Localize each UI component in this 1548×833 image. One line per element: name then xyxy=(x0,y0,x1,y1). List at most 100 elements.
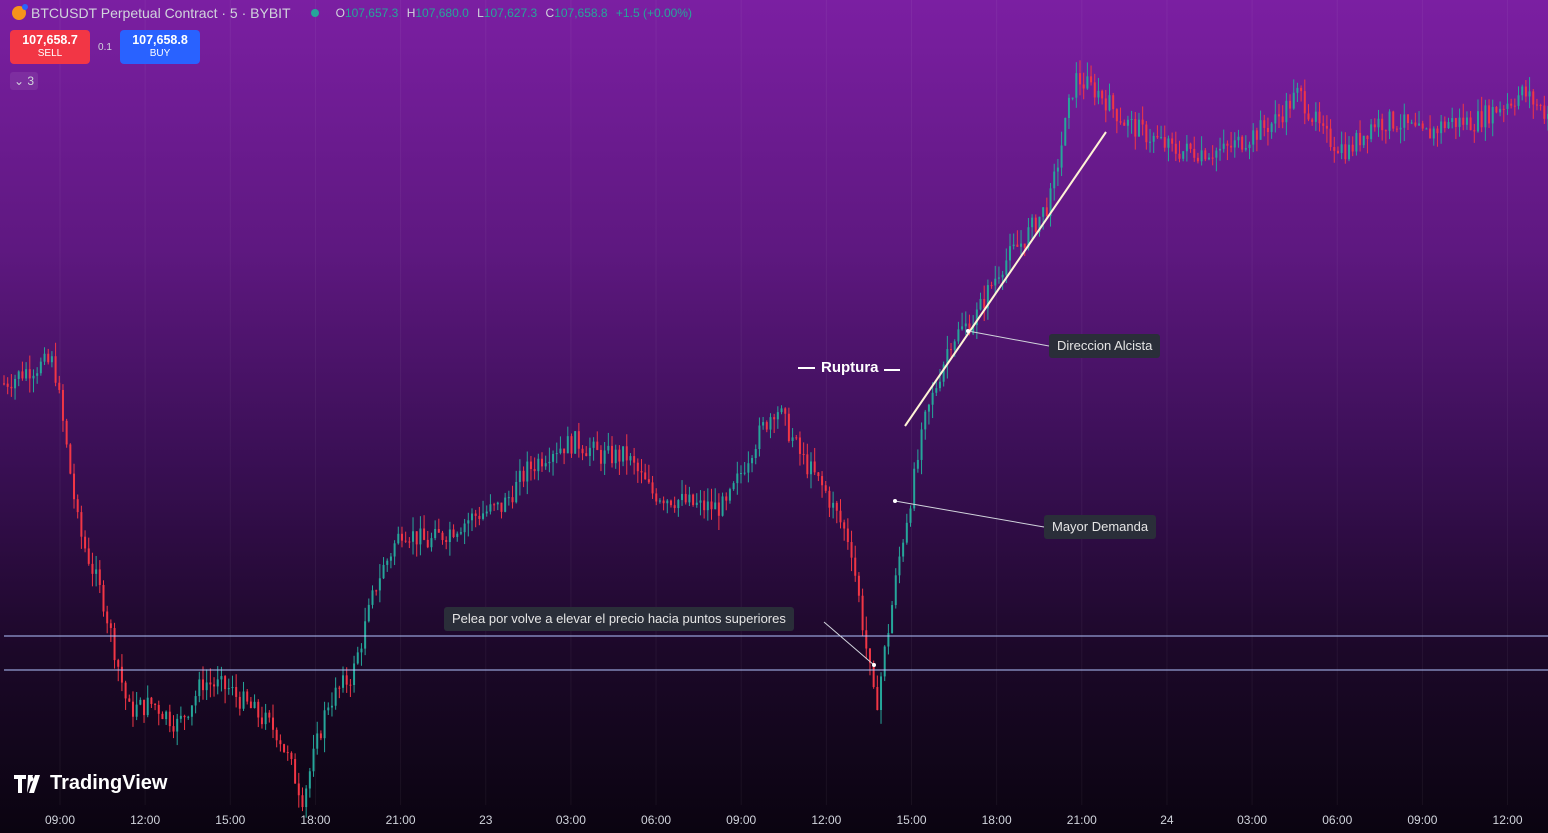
candle-body xyxy=(1119,121,1122,123)
candle-body xyxy=(957,329,960,342)
candle-body xyxy=(179,715,182,719)
candle-body xyxy=(283,744,286,753)
candle-body xyxy=(1012,244,1015,247)
candle-body xyxy=(1292,92,1295,109)
candle-body xyxy=(194,696,197,706)
candle-body xyxy=(614,449,617,464)
candle-body xyxy=(677,500,680,509)
candle-body xyxy=(290,752,293,760)
candle-body xyxy=(419,528,422,545)
candle-body xyxy=(87,548,90,564)
candle-body xyxy=(1532,91,1535,105)
candle-body xyxy=(238,696,241,709)
time-axis[interactable]: 09:00 12:00 15:00 18:00 21:00 23 03:00 06:00 09:… xyxy=(0,808,1548,833)
candle-body xyxy=(1311,119,1314,122)
candle-body xyxy=(205,682,208,691)
candle-body xyxy=(946,349,949,365)
candle-body xyxy=(139,699,142,705)
candle-body xyxy=(1303,91,1306,114)
tradingview-logo[interactable]: TradingView xyxy=(14,772,167,795)
candle-body xyxy=(1513,105,1516,107)
candle-body xyxy=(1510,103,1513,106)
trade-panel: 107,658.7 SELL 0.1 107,658.8 BUY xyxy=(10,30,200,64)
candle-body xyxy=(371,590,374,605)
candle-body xyxy=(555,453,558,455)
candle-body xyxy=(585,453,588,456)
candle-body xyxy=(990,285,993,287)
candle-body xyxy=(773,417,776,420)
candle-body xyxy=(1473,130,1476,132)
candle-body xyxy=(1167,138,1170,148)
candle-body xyxy=(1189,143,1192,149)
symbol-legend[interactable]: BTCUSDT Perpetual Contract · 5 · BYBIT O… xyxy=(12,4,692,21)
annotation-direccion-alcista[interactable]: Direccion Alcista xyxy=(1049,334,1161,358)
candle-body xyxy=(924,411,927,430)
candle-body xyxy=(242,691,245,709)
candle-body xyxy=(1134,119,1137,137)
candle-body xyxy=(1476,111,1479,132)
sell-button[interactable]: 107,658.7 SELL xyxy=(10,30,90,64)
candle-body xyxy=(784,408,787,414)
candle-body xyxy=(526,461,529,482)
candle-body xyxy=(400,533,403,541)
candle-body xyxy=(1101,90,1104,99)
candle-body xyxy=(1020,243,1023,247)
candle-body xyxy=(894,575,897,606)
candle-body xyxy=(1469,117,1472,131)
candle-body xyxy=(758,425,761,450)
candle-body xyxy=(393,543,396,557)
candle-body xyxy=(1090,76,1093,83)
candle-body xyxy=(91,563,94,574)
annotation-mayor-demanda[interactable]: Mayor Demanda xyxy=(1044,515,1157,539)
symbol-title[interactable]: BTCUSDT Perpetual Contract · 5 · BYBIT xyxy=(31,5,291,21)
candle-body xyxy=(65,420,68,445)
candle-body xyxy=(76,499,79,513)
candle-body xyxy=(1174,143,1177,154)
candle-body xyxy=(1193,148,1196,158)
annotation-ruptura[interactable]: Ruptura xyxy=(821,359,879,376)
callout-anchor-alcista xyxy=(966,329,970,333)
candle-body xyxy=(1535,104,1538,106)
candle-body xyxy=(327,707,330,711)
candle-body xyxy=(253,701,256,709)
candle-body xyxy=(1034,217,1037,232)
candle-body xyxy=(902,542,905,557)
trend-line-alcista[interactable] xyxy=(904,131,1107,427)
candle-body xyxy=(644,472,647,480)
candle-body xyxy=(1351,144,1354,152)
buy-button[interactable]: 107,658.8 BUY xyxy=(120,30,200,64)
candle-body xyxy=(1285,100,1288,123)
candle-body xyxy=(345,675,348,685)
candle-body xyxy=(717,502,720,516)
indicators-toggle[interactable]: ⌄ 3 xyxy=(10,72,38,90)
candle-body xyxy=(1149,141,1152,143)
candle-body xyxy=(32,375,35,379)
candle-body xyxy=(323,710,326,739)
candle-body xyxy=(1480,111,1483,128)
candle-body xyxy=(651,482,654,494)
candle-body xyxy=(953,341,956,350)
candle-body xyxy=(1241,136,1244,150)
candle-body xyxy=(305,788,308,808)
candle-body xyxy=(1336,150,1339,154)
candle-body xyxy=(338,687,341,689)
annotation-pelea[interactable]: Pelea por volve a elevar el precio hacia… xyxy=(444,607,794,631)
candle-body xyxy=(1086,76,1089,89)
candle-body xyxy=(868,648,871,664)
candle-body xyxy=(1270,123,1273,133)
candle-body xyxy=(1215,150,1218,158)
candle-body xyxy=(1325,125,1328,129)
candle-body xyxy=(260,717,263,725)
candle-body xyxy=(607,445,610,451)
candle-body xyxy=(721,496,724,516)
candle-body xyxy=(54,356,57,383)
candle-body xyxy=(684,493,687,503)
candle-body xyxy=(732,483,735,490)
candle-body xyxy=(113,628,116,661)
candle-body xyxy=(367,604,370,622)
candle-body xyxy=(1300,87,1303,92)
candle-body xyxy=(131,701,134,717)
candle-body xyxy=(507,497,510,499)
candle-body xyxy=(522,470,525,482)
